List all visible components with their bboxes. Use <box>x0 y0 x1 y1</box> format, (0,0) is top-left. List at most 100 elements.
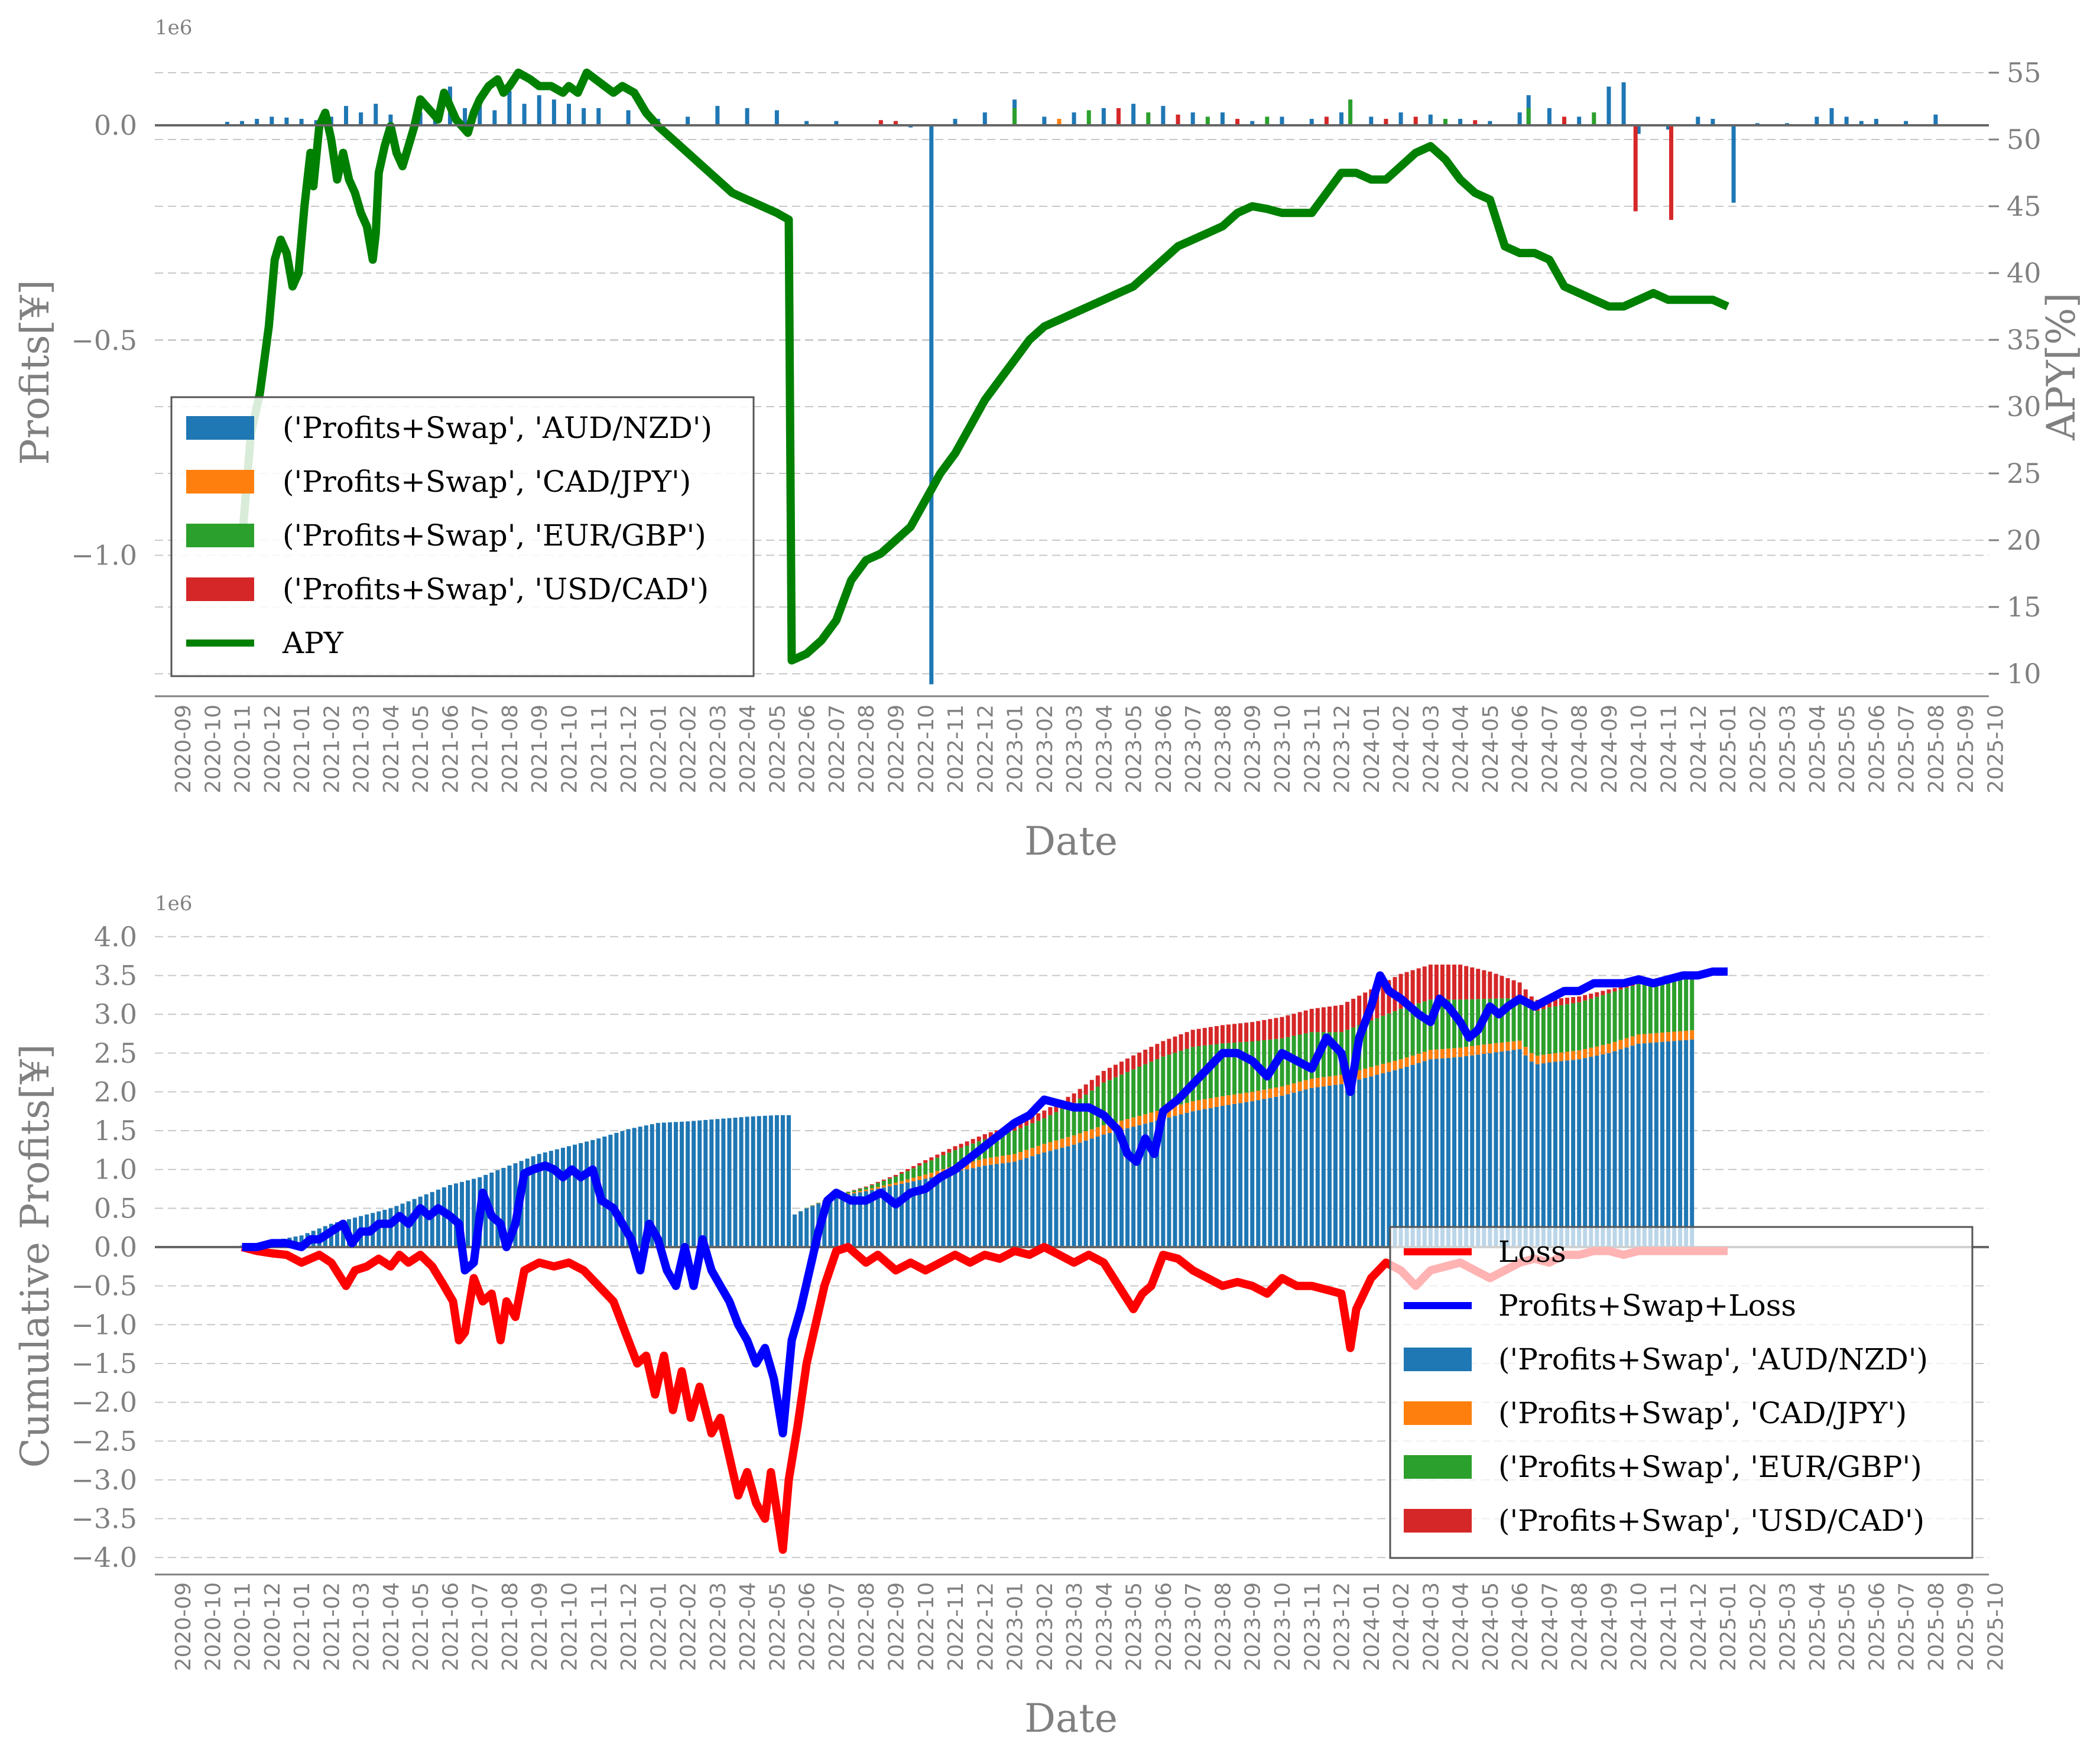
bar <box>1577 116 1582 125</box>
bar <box>1606 1053 1611 1247</box>
x-tick-label: 2021-05 <box>409 1582 433 1671</box>
bar <box>1297 1082 1302 1092</box>
bar <box>1086 110 1091 125</box>
x-tick-label: 2024-06 <box>1508 705 1533 793</box>
bar <box>299 1235 304 1247</box>
bar <box>537 95 541 125</box>
bar <box>463 108 468 125</box>
x-tick-label: 2021-04 <box>379 1582 404 1671</box>
bar <box>1660 982 1664 1033</box>
bar <box>917 1163 922 1166</box>
bar <box>1595 1055 1599 1247</box>
bar <box>1018 1128 1023 1153</box>
bar <box>1274 1096 1278 1247</box>
bar <box>1517 1049 1522 1247</box>
bar <box>1309 1008 1314 1033</box>
bar <box>1357 995 1362 1025</box>
bar <box>1286 1085 1290 1095</box>
x-tick-label: 2023-07 <box>1182 1582 1206 1671</box>
bar <box>881 1185 886 1188</box>
bar <box>1559 998 1564 1005</box>
bar <box>1012 1154 1017 1162</box>
x-tick-label: 2022-10 <box>914 705 939 793</box>
bar <box>715 1119 720 1247</box>
bar <box>1333 1032 1338 1076</box>
bar <box>1511 980 1516 998</box>
bar <box>893 1176 898 1183</box>
bar <box>650 1124 654 1247</box>
bar <box>1190 112 1195 125</box>
bar <box>905 1171 910 1180</box>
bar <box>1179 1104 1183 1115</box>
bar <box>1042 1110 1047 1119</box>
bar <box>900 1173 904 1181</box>
bar <box>1012 108 1017 125</box>
bar <box>1327 1006 1332 1033</box>
bar <box>1612 1051 1617 1247</box>
bar <box>1280 1038 1284 1087</box>
bar <box>1286 1094 1290 1247</box>
y-tick-label: 1.0 <box>94 1154 137 1186</box>
bar <box>1143 1049 1148 1064</box>
bar <box>703 1119 708 1247</box>
bar <box>1624 988 1629 1038</box>
x-tick-label: 2022-12 <box>973 1582 998 1671</box>
x-tick-label: 2021-01 <box>290 1582 314 1671</box>
bar <box>953 1146 958 1150</box>
bar <box>988 1132 993 1138</box>
bar <box>1476 1045 1481 1055</box>
bar <box>543 1152 547 1247</box>
x-tick-label: 2023-02 <box>1033 1582 1057 1671</box>
bar <box>1553 1006 1557 1053</box>
bar <box>1553 1061 1557 1247</box>
bar <box>1286 1037 1290 1085</box>
bar <box>793 1214 797 1247</box>
bar <box>923 1179 928 1247</box>
bar <box>887 1184 892 1187</box>
y-tick-label: 3.5 <box>94 959 137 991</box>
bar <box>1731 125 1736 203</box>
bar <box>971 1168 975 1247</box>
x-tick-label: 2024-10 <box>1627 1582 1651 1671</box>
y-tick-label: −3.0 <box>71 1464 137 1496</box>
bar <box>1410 1064 1415 1247</box>
bar <box>1256 1100 1261 1247</box>
bar <box>1149 1122 1154 1247</box>
bar <box>834 121 839 125</box>
bottom-y-multiplier: 1e6 <box>155 892 192 916</box>
bar <box>887 1177 892 1179</box>
bar <box>852 1190 856 1193</box>
top-profit-bars <box>225 82 1938 684</box>
bar <box>1523 1003 1528 1047</box>
cumulative-profits-chart: 4.0 3.5 3.0 2.5 2.0 1.5 1.0 0.5 0.0 −0.5 −1.0 −1.5 −… <box>12 892 2008 1741</box>
bar <box>1428 1059 1433 1247</box>
bar <box>810 1206 815 1247</box>
bar <box>525 1158 530 1247</box>
bar <box>715 106 720 125</box>
bar <box>1381 983 1385 1016</box>
bar <box>751 1116 755 1247</box>
bottom-y-axis-label: Cumulative Profits[¥] <box>12 1044 58 1468</box>
bar <box>1633 125 1638 212</box>
bar <box>1517 998 1522 1041</box>
bar <box>1606 993 1611 1044</box>
bar <box>1125 1072 1130 1119</box>
bar <box>1571 996 1576 1004</box>
bar <box>638 1127 642 1247</box>
bar <box>1190 1047 1195 1102</box>
bar <box>1690 1030 1695 1040</box>
bar <box>1363 992 1368 1023</box>
bar <box>982 112 987 125</box>
bar <box>531 1156 535 1247</box>
bar <box>1131 1117 1136 1127</box>
bar <box>1268 1019 1273 1040</box>
bar <box>1190 1101 1195 1112</box>
bar <box>602 1137 607 1247</box>
x-tick-label: 2023-09 <box>1241 1582 1265 1671</box>
bar <box>1042 1118 1047 1144</box>
bar <box>1499 976 1504 999</box>
bar <box>1618 986 1623 990</box>
bar <box>1473 120 1478 125</box>
bar <box>869 1188 874 1190</box>
bar <box>994 1157 999 1164</box>
